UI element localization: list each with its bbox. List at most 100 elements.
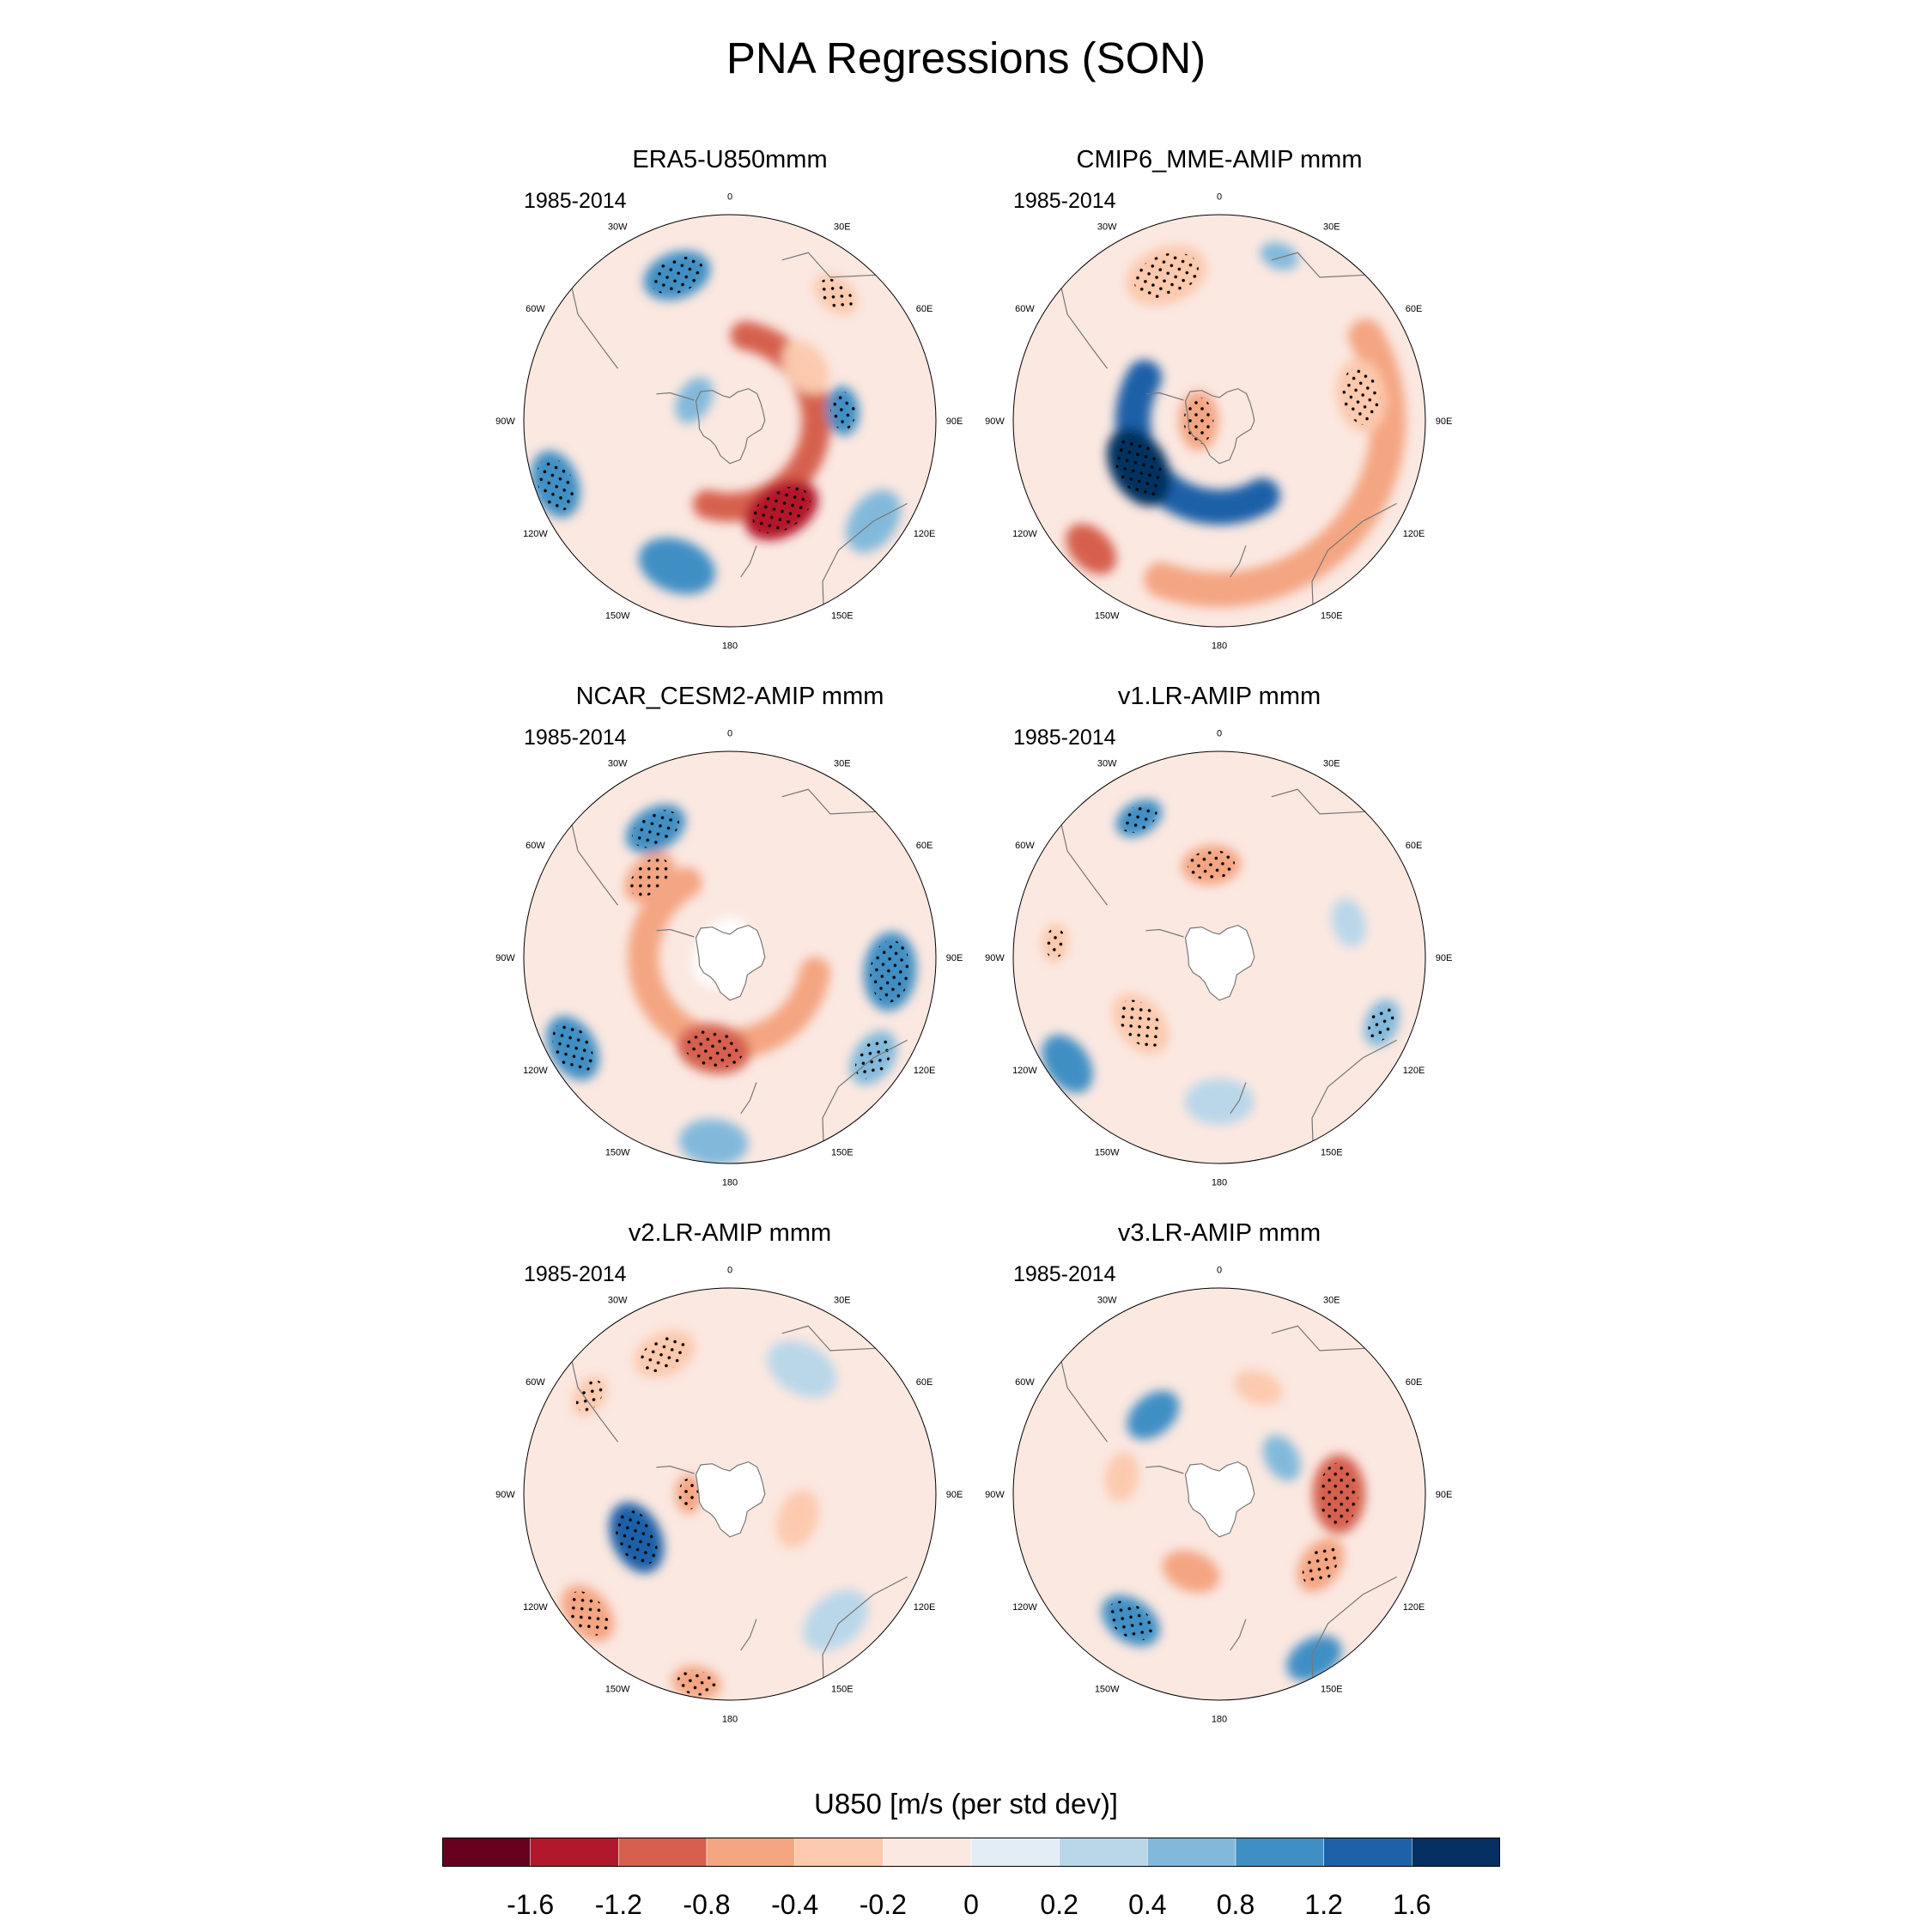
stipple: [640, 1335, 689, 1372]
australia-coastline: [822, 1039, 908, 1141]
longitude-label: 0: [727, 728, 732, 738]
map-panel-4: v1.LR-AMIP mmm 1985-2014 0 30E 60E 90E 120E 1…: [979, 683, 1460, 1215]
longitude-label: 120E: [1403, 1066, 1425, 1076]
colorbar-tick-label: 1.2: [1304, 1889, 1343, 1920]
africa-coastline: [781, 788, 876, 815]
longitude-label: 0: [1217, 1265, 1222, 1275]
colorbar-swatch: [706, 1838, 795, 1867]
longitude-label: 30W: [1097, 758, 1117, 769]
colorbar-label: U850 [m/s (per std dev)]: [814, 1788, 1118, 1820]
longitude-label: 120W: [1012, 1066, 1037, 1076]
panel-period: 1985-2014: [1013, 189, 1116, 213]
longitude-label: 30W: [1097, 222, 1117, 232]
colorbar-tick-label: 0.2: [1040, 1889, 1078, 1920]
longitude-label: 90E: [1436, 953, 1453, 963]
new-zealand-coastline: [740, 1619, 757, 1651]
longitude-label: 90E: [946, 953, 963, 963]
south-america-coastline: [1060, 1361, 1108, 1443]
map-background: [524, 215, 936, 627]
stipple: [1134, 252, 1199, 299]
australia-coastline: [822, 1576, 908, 1678]
longitude-label: 90E: [1436, 416, 1453, 427]
colorbar-tick-label: 0: [963, 1889, 979, 1920]
longitude-label: 30E: [1323, 758, 1340, 769]
longitude-label: 90E: [1436, 1490, 1453, 1500]
longitude-label: 90W: [985, 1490, 1005, 1500]
south-america-coastline: [1060, 824, 1108, 906]
contour-blob: [1104, 1452, 1139, 1502]
stipple: [752, 486, 811, 533]
panel-period: 1985-2014: [524, 726, 627, 750]
antarctica-coastline: [695, 924, 766, 1001]
peninsula-coastline: [656, 392, 695, 401]
longitude-label: 150E: [831, 611, 854, 622]
stipple: [870, 939, 910, 1003]
longitude-label: 60E: [916, 304, 933, 314]
longitude-label: 120W: [523, 529, 548, 539]
polar-map: 0 30E 60E 90E 120E 150E 180 150W 120W 90W 60W 30W: [495, 728, 963, 1188]
longitude-label: 90W: [985, 953, 1005, 963]
new-zealand-coastline: [740, 545, 757, 578]
longitude-label: 90E: [946, 1490, 963, 1500]
contour-blob: [1066, 523, 1117, 574]
map-field: [1013, 1288, 1425, 1700]
panel-title: v2.LR-AMIP mmm: [628, 1219, 832, 1247]
longitude-label: 180: [1212, 1178, 1227, 1188]
stipple: [1045, 927, 1066, 959]
colorbar-tick-label: -1.2: [594, 1889, 642, 1920]
longitude-label: 30E: [1323, 1295, 1340, 1305]
longitude-label: 180: [722, 1178, 738, 1188]
contour-blob: [1127, 1390, 1180, 1440]
stipple: [575, 1380, 604, 1413]
stipple: [1319, 1462, 1359, 1526]
map-panel-1: ERA5-U850mmm 1985-2014 0 30E 60E 90E 120E 150…: [489, 146, 970, 678]
map-field: [524, 751, 936, 1163]
longitude-label: 150W: [1095, 611, 1120, 622]
stipple: [552, 1023, 593, 1074]
australia-coastline: [1311, 1039, 1397, 1141]
new-zealand-coastline: [1230, 1082, 1247, 1115]
polar-map: 0 30E 60E 90E 120E 150E 180 150W 120W 90W 60W 30W: [495, 1265, 963, 1724]
panel-title: NCAR_CESM2-AMIP mmm: [575, 683, 884, 710]
antarctica-coastline: [1184, 924, 1255, 1001]
contour-band: [693, 320, 831, 522]
stipple: [615, 1510, 658, 1566]
longitude-label: 120W: [1012, 1602, 1037, 1613]
colorbar-ticks: -1.6 -1.2 -0.8 -0.4 -0.2 0 0.2 0.4 0.8 1.2 1.6: [0, 1889, 1932, 1928]
stipple: [1302, 1544, 1340, 1587]
panel-period: 1985-2014: [524, 1262, 627, 1286]
panel-period: 1985-2014: [1013, 1262, 1116, 1286]
map-field: [1013, 215, 1425, 627]
longitude-label: 30E: [834, 758, 851, 769]
contour-blob: [776, 1490, 819, 1548]
longitude-label: 60E: [1406, 304, 1423, 314]
longitude-label: 150E: [1321, 611, 1343, 622]
longitude-label: 60E: [916, 1377, 933, 1388]
new-zealand-coastline: [740, 1082, 757, 1115]
colorbar-swatch: [618, 1838, 708, 1867]
south-america-coastline: [571, 1361, 618, 1443]
polar-map: 0 30E 60E 90E 120E 150E 180 150W 120W 90W 60W 30W: [495, 191, 963, 651]
longitude-label: 150E: [831, 1685, 854, 1695]
longitude-label: 30W: [608, 1295, 628, 1305]
colorbar-border: [442, 1838, 1500, 1867]
australia-coastline: [1311, 1576, 1397, 1678]
colorbar-swatch: [442, 1838, 531, 1867]
contour-blob: [782, 340, 829, 395]
stipple: [650, 256, 704, 295]
map-border: [523, 214, 937, 628]
panel-title: v3.LR-AMIP mmm: [1117, 1219, 1321, 1247]
contour-blob: [1042, 1035, 1093, 1093]
polar-map: 0 30E 60E 90E 120E 150E 180 150W 120W 90W 60W 30W: [985, 191, 1453, 651]
longitude-label: 90W: [495, 1490, 515, 1500]
longitude-label: 150W: [605, 611, 630, 622]
colorbar-tick-label: -1.6: [507, 1889, 555, 1920]
panel-period: 1985-2014: [524, 189, 627, 213]
panel-title: ERA5-U850mmm: [632, 146, 828, 173]
longitude-label: 30W: [608, 222, 628, 232]
longitude-label: 90W: [495, 416, 515, 427]
colorbar-swatch: [1412, 1838, 1500, 1867]
panel-title: CMIP6_MME-AMIP mmm: [1076, 146, 1363, 173]
map-panel-6: v3.LR-AMIP mmm 1985-2014 0 30E 60E 90E 120E 1…: [979, 1219, 1460, 1752]
colorbar-swatch: [1059, 1838, 1148, 1867]
